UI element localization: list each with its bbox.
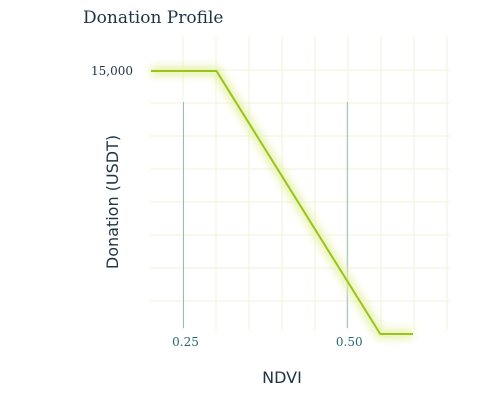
y-axis-label: Donation (USDT) — [103, 135, 122, 269]
x-axis-label: NDVI — [262, 368, 302, 387]
x-tick-label: 0.25 — [172, 335, 199, 349]
series-group — [151, 66, 413, 339]
x-axis-ticks: 0.25 0.50 — [172, 335, 362, 349]
chart-title: Donation Profile — [83, 8, 224, 28]
series-line — [151, 70, 413, 335]
chart-grid — [150, 36, 450, 330]
y-axis-ticks: 15,000 — [91, 64, 133, 78]
y-tick-label: 15,000 — [91, 64, 133, 78]
x-tick-label: 0.50 — [336, 335, 363, 349]
